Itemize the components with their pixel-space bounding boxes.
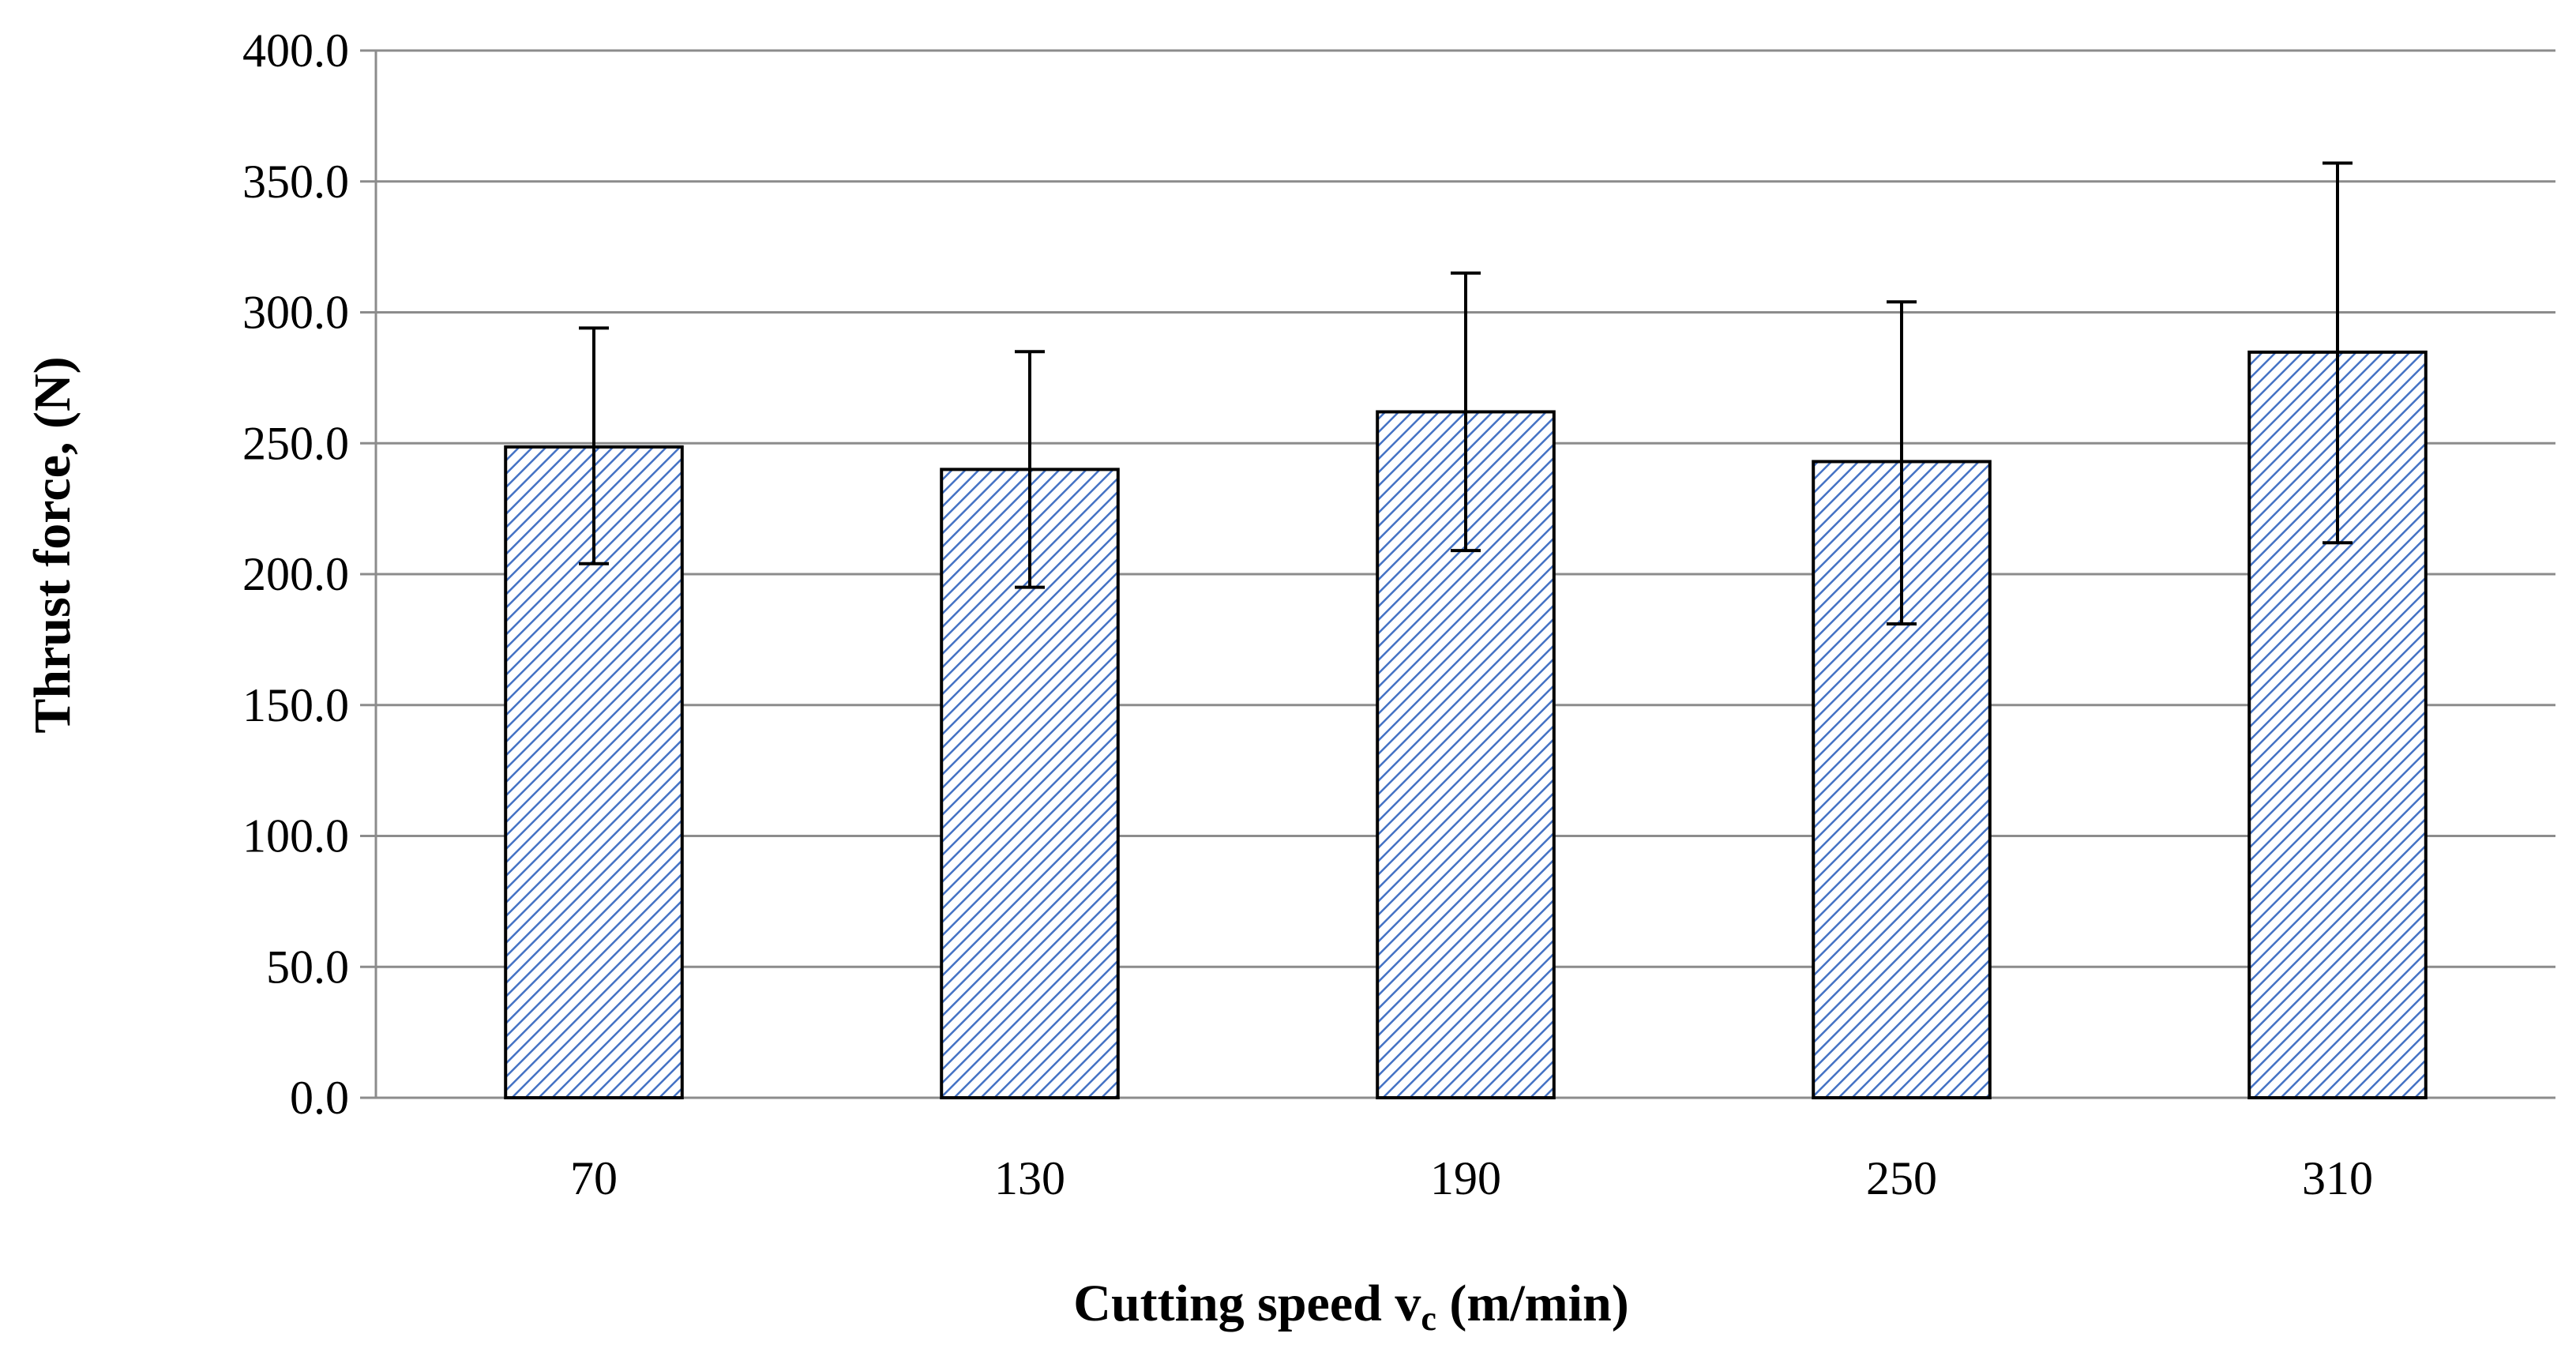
x-tick-label: 70	[570, 1152, 618, 1204]
y-tick-label: 200.0	[242, 548, 349, 600]
x-tick-label: 250	[1866, 1152, 1937, 1204]
error-bar-190	[1451, 271, 1481, 553]
x-axis-title-subscript: c	[1421, 1299, 1436, 1338]
error-bar-130	[1015, 350, 1045, 589]
error-bar-310	[2323, 161, 2353, 545]
y-tick-label: 100.0	[242, 810, 349, 862]
x-tick-label: 310	[2302, 1152, 2373, 1204]
x-tick-label: 190	[1430, 1152, 1501, 1204]
error-bar-250	[1887, 300, 1917, 625]
y-axis-tick-labels: 0.0 50.0 100.0 150.0 200.0 250.0 300.0 350.0 400…	[242, 24, 349, 1124]
error-bars	[579, 161, 2353, 625]
error-bar-70	[579, 326, 609, 565]
y-tick-label: 400.0	[242, 24, 349, 77]
x-tick-label: 130	[994, 1152, 1065, 1204]
x-axis-title-main: Cutting speed v	[1073, 1275, 1421, 1332]
y-tick-label: 250.0	[242, 417, 349, 469]
y-tick-label: 150.0	[242, 679, 349, 731]
x-axis-title: Cutting speed vc (m/min)	[1073, 1275, 1628, 1338]
y-tick-label: 50.0	[266, 941, 349, 993]
y-tick-label: 300.0	[242, 287, 349, 339]
x-axis-tick-labels: 70 130 190 250 310	[570, 1152, 2373, 1204]
y-axis-title: Thrust force, (N)	[24, 356, 81, 733]
y-tick-label: 350.0	[242, 156, 349, 208]
y-tick-label: 0.0	[290, 1072, 349, 1124]
bar-190	[1376, 410, 1556, 1099]
x-axis-title-suffix: (m/min)	[1436, 1275, 1629, 1332]
